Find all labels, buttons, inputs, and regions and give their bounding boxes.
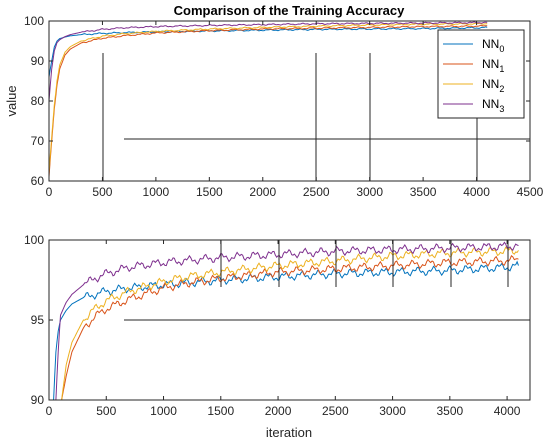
series-line-nn3 (48, 21, 488, 102)
x-axis-label: iteration (266, 425, 312, 440)
x-tick-label: 3500 (410, 185, 437, 199)
legend-label-0: NN0 (482, 37, 504, 54)
x-tick-label: 3000 (356, 185, 383, 199)
x-tick-label: 1000 (143, 185, 170, 199)
legend-box (437, 29, 525, 119)
series-line-nn1 (48, 24, 488, 178)
y-ticks-bottom: 90 95 100 (24, 233, 530, 407)
y-tick-label: 90 (31, 54, 45, 68)
y-tick-label: 80 (31, 94, 45, 108)
x-tick-label: 1500 (196, 185, 223, 199)
y-tick-label: 95 (31, 313, 45, 327)
chart-title: Comparison of the Training Accuracy (174, 3, 405, 18)
annotation-marks-bottom (124, 240, 530, 321)
y-tick-label: 100 (24, 233, 44, 247)
y-tick-label: 60 (31, 174, 45, 188)
series-line-nn3 (55, 241, 519, 401)
legend-entry-3: NN3 (443, 97, 504, 114)
x-tick-label: 2000 (249, 185, 276, 199)
legend-label-1: NN1 (482, 57, 504, 74)
y-tick-label: 100 (24, 14, 44, 28)
y-tick-label: 70 (31, 134, 45, 148)
legend-entry-2: NN2 (443, 77, 504, 94)
x-tick-label: 4000 (494, 404, 521, 418)
x-ticks-bottom: 0 500 1000 1500 2000 2500 3000 3500 4000 (46, 240, 521, 418)
x-tick-label: 2000 (265, 404, 292, 418)
series-line-nn1 (61, 255, 519, 401)
x-tick-label: 2500 (303, 185, 330, 199)
x-tick-label: 4500 (517, 185, 544, 199)
legend-label-2: NN2 (482, 77, 504, 94)
series-lines-bottom (53, 241, 519, 401)
x-tick-label: 0 (46, 185, 53, 199)
x-ticks-top: 0 500 1000 1500 2000 2500 3000 3500 4000 4500 (46, 21, 544, 199)
x-tick-label: 0 (46, 404, 53, 418)
y-tick-label: 90 (31, 393, 45, 407)
legend: NN0 NN1 NN2 NN3 (437, 29, 525, 119)
x-tick-label: 1500 (207, 404, 234, 418)
series-lines-top (48, 21, 488, 178)
y-ticks-top: 60 70 80 90 100 (24, 14, 530, 188)
x-tick-label: 1000 (150, 404, 177, 418)
series-line-nn2 (48, 22, 488, 174)
x-tick-label: 500 (96, 404, 116, 418)
x-tick-label: 2500 (322, 404, 349, 418)
bottom-chart: 0 500 1000 1500 2000 2500 3000 3500 4000 90 95 100… (24, 233, 531, 440)
legend-label-3: NN3 (482, 97, 504, 114)
x-tick-label: 3000 (379, 404, 406, 418)
legend-entry-0: NN0 (443, 37, 504, 54)
top-chart: Comparison of the Training Accuracy valu… (4, 3, 544, 199)
x-tick-label: 4000 (463, 185, 490, 199)
legend-entry-1: NN1 (443, 57, 504, 74)
x-tick-label: 500 (92, 185, 112, 199)
y-axis-label: value (4, 85, 19, 116)
x-tick-label: 3500 (436, 404, 463, 418)
